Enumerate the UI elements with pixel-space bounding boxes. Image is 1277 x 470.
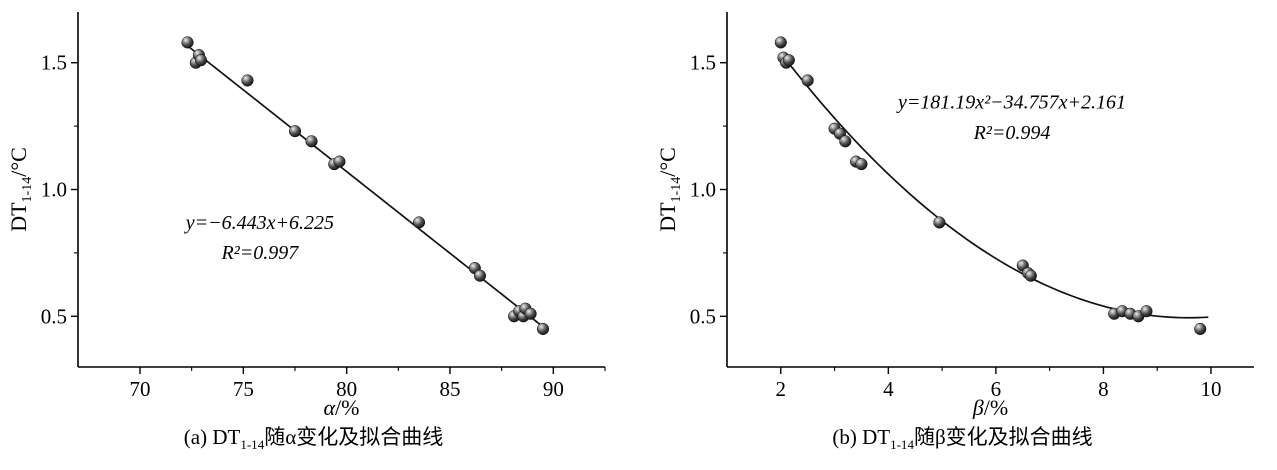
data-point [1140, 305, 1153, 318]
data-point [181, 36, 194, 49]
y-tick-label: 1.5 [690, 51, 716, 75]
x-tick-label: 4 [883, 377, 894, 401]
x-axis-label: β/% [972, 395, 1008, 419]
y-axis-label: DT1-14/°C [6, 147, 35, 232]
y-tick-label: 1.0 [41, 178, 67, 202]
data-point [473, 269, 487, 282]
data-point [412, 216, 426, 229]
data-point [774, 36, 787, 49]
x-tick-label: 70 [130, 377, 151, 401]
data-point [855, 158, 868, 171]
fit-equation-text: R²=0.994 [973, 122, 1051, 144]
caption-a: (a) DT1-14随α变化及拟合曲线 [6, 421, 621, 453]
fit-equation-text: R²=0.997 [221, 242, 300, 264]
x-tick-label: 2 [776, 377, 787, 401]
data-point [524, 307, 537, 320]
data-point [1194, 322, 1207, 336]
x-tick-label: 80 [336, 377, 357, 401]
data-points [774, 36, 1207, 336]
captions-row: (a) DT1-14随α变化及拟合曲线 (b) DT1-14随β变化及拟合曲线 [0, 421, 1277, 453]
fit-equation-text: y=−6.443x+6.225 [184, 212, 334, 234]
data-point [333, 155, 346, 168]
caption-b-post: 随β变化及拟合曲线 [913, 425, 1093, 449]
data-point [288, 125, 302, 138]
data-point [801, 74, 814, 87]
data-point [782, 54, 795, 67]
caption-a-post: 随α变化及拟合曲线 [264, 425, 444, 449]
chart-a-scatter: 70 75 80 85 90 0.5 1.0 1.5 y=−6.443x+6.225 R²=0.9… [6, 12, 606, 419]
x-tick-label: 90 [543, 377, 564, 401]
x-tick-label: 10 [1200, 377, 1221, 401]
data-point [839, 135, 852, 148]
chart-b-scatter: 2 4 6 8 10 0.5 1.0 1.5 y=181.19x²−34.757x+2.161 R… [655, 12, 1254, 419]
y-axis-label: DT1-14/°C [655, 147, 684, 232]
fit-equation-text: y=181.19x²−34.757x+2.161 [896, 91, 1126, 113]
data-point [933, 216, 946, 229]
y-tick-label: 0.5 [690, 304, 716, 328]
axes: 2 4 6 8 10 0.5 1.0 1.5 [690, 12, 1254, 401]
x-tick-label: 85 [440, 377, 461, 401]
data-point [305, 135, 318, 148]
x-tick-label: 8 [1098, 377, 1109, 401]
data-points [181, 36, 550, 336]
y-tick-label: 1.5 [41, 51, 67, 75]
axes: 70 75 80 85 90 0.5 1.0 1.5 [41, 12, 606, 401]
x-tick-label: 6 [991, 377, 1002, 401]
data-point [241, 74, 254, 87]
data-point [194, 54, 208, 67]
caption-b: (b) DT1-14随β变化及拟合曲线 [655, 421, 1270, 453]
x-tick-label: 75 [233, 377, 254, 401]
data-point [1024, 269, 1037, 282]
charts-row: 70 75 80 85 90 0.5 1.0 1.5 y=−6.443x+6.225 R²=0.9… [6, 12, 1254, 419]
data-point [536, 322, 550, 336]
caption-a-sub: 1-14 [240, 437, 265, 453]
x-axis-label: α/% [323, 395, 359, 419]
y-tick-label: 1.0 [690, 178, 716, 202]
fit-curve [184, 43, 548, 331]
caption-b-pre: (b) DT [832, 425, 891, 449]
caption-b-sub: 1-14 [890, 437, 914, 453]
y-tick-label: 0.5 [41, 304, 67, 328]
caption-a-pre: (a) DT [183, 425, 241, 449]
